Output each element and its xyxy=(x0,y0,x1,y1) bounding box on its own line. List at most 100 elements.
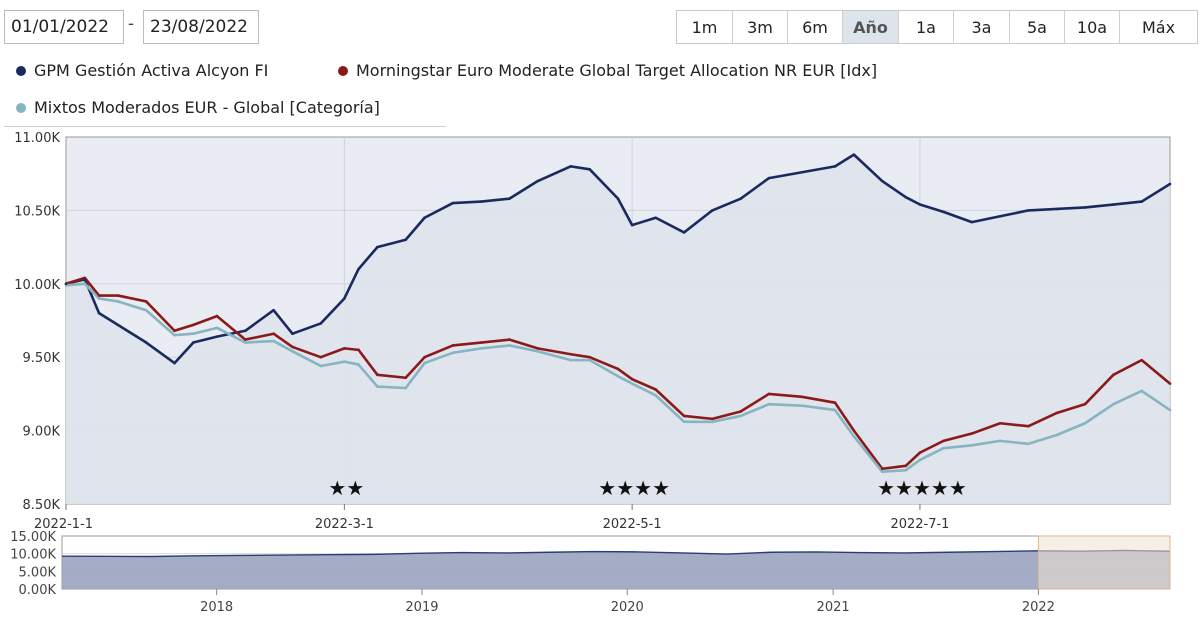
data-point xyxy=(942,446,945,450)
data-point xyxy=(343,347,346,350)
range-button-6m[interactable]: 6m xyxy=(788,11,843,43)
legend-item-morningstar[interactable]: Morningstar Euro Moderate Global Target … xyxy=(338,61,877,80)
data-point xyxy=(970,432,974,435)
data-point xyxy=(272,308,275,312)
data-point xyxy=(998,421,1002,425)
data-point xyxy=(192,332,195,336)
data-point xyxy=(904,464,908,468)
data-point xyxy=(739,414,742,418)
data-point xyxy=(1055,433,1059,437)
x-tick-label: 2022-5-1 xyxy=(603,517,662,532)
range-button-10a[interactable]: 10a xyxy=(1065,11,1120,43)
series-area-gpm xyxy=(66,154,1170,504)
data-point xyxy=(173,329,176,333)
main-plot-area: 11.00K 10.50K 10.00K 9.50K 9.00K 8.50K 2022-1-… xyxy=(14,131,1172,532)
data-point xyxy=(83,278,87,281)
data-point xyxy=(291,350,294,353)
data-point xyxy=(630,377,634,381)
rating-stars: ★★★★ xyxy=(598,476,670,500)
rating-stars: ★★ xyxy=(328,476,364,500)
data-point xyxy=(1140,358,1143,362)
data-point xyxy=(852,435,856,438)
data-point xyxy=(319,364,323,368)
data-point xyxy=(739,197,742,200)
navigator-x-label: 2021 xyxy=(817,600,850,615)
data-point xyxy=(711,417,714,421)
legend-item-category[interactable]: Mixtos Moderados EUR - Global [Categoría… xyxy=(16,98,380,117)
data-point xyxy=(173,333,176,337)
data-point xyxy=(173,361,176,365)
data-point xyxy=(1027,424,1030,428)
data-point xyxy=(682,414,686,418)
y-tick-label: 9.00K xyxy=(23,425,61,440)
data-point xyxy=(451,344,455,347)
range-button-ano[interactable]: Año xyxy=(843,11,899,43)
data-point xyxy=(918,458,922,462)
range-button-1m[interactable]: 1m xyxy=(677,11,733,43)
range-button-3m[interactable]: 3m xyxy=(733,11,788,43)
data-point xyxy=(852,153,856,156)
data-point xyxy=(616,197,620,200)
navigator-x-label: 2022 xyxy=(1022,600,1055,615)
navigator-selection-window[interactable] xyxy=(1037,535,1171,590)
range-button-3a[interactable]: 3a xyxy=(954,11,1010,43)
data-point xyxy=(144,300,148,303)
legend-dot-icon xyxy=(16,102,26,113)
range-button-1a[interactable]: 1a xyxy=(899,11,954,43)
data-point xyxy=(343,360,346,363)
data-point xyxy=(357,267,360,271)
data-point xyxy=(998,214,1002,218)
data-point xyxy=(711,420,714,424)
data-point xyxy=(97,297,101,300)
data-point xyxy=(116,294,120,297)
data-point xyxy=(569,352,573,356)
data-point xyxy=(880,467,884,471)
navigator-area[interactable]: 15.00K 10.00K 5.00K 0.00K 2018 2019 2020 2021 20… xyxy=(10,530,1171,615)
legend-label-gpm: GPM Gestión Activa Alcyon FI xyxy=(34,61,269,80)
data-point xyxy=(711,209,714,212)
data-point xyxy=(970,220,974,224)
x-tick-label: 2022-7-1 xyxy=(890,517,949,532)
data-point xyxy=(423,361,426,365)
data-point xyxy=(654,216,658,220)
data-point xyxy=(508,338,511,341)
data-point xyxy=(918,203,922,206)
data-point xyxy=(1083,206,1087,209)
data-point xyxy=(291,345,294,349)
range-button-5a[interactable]: 5a xyxy=(1010,11,1065,43)
data-point xyxy=(97,294,101,297)
data-point xyxy=(588,167,591,171)
data-point xyxy=(64,282,68,286)
legend-item-gpm[interactable]: GPM Gestión Activa Alcyon FI xyxy=(16,61,268,80)
data-point xyxy=(1055,411,1059,415)
data-point xyxy=(479,347,483,350)
data-point xyxy=(630,223,634,227)
data-point xyxy=(800,170,804,174)
data-point xyxy=(404,238,407,242)
data-point xyxy=(1083,421,1087,425)
data-point xyxy=(357,363,360,366)
navigator-line xyxy=(61,549,1171,558)
data-point xyxy=(144,308,148,312)
range-button-max[interactable]: Máx xyxy=(1120,11,1197,43)
rating-stars: ★★★★★ xyxy=(877,476,967,500)
data-point xyxy=(423,355,426,359)
data-point xyxy=(942,210,945,214)
data-point xyxy=(1112,373,1115,377)
data-point xyxy=(215,314,219,318)
data-point xyxy=(319,322,323,325)
data-point xyxy=(243,329,247,333)
data-point xyxy=(215,335,219,338)
navigator-y-label: 0.00K xyxy=(19,583,57,598)
y-tick-label: 10.50K xyxy=(14,204,60,219)
date-from-input[interactable]: 01/01/2022 xyxy=(4,10,124,44)
legend-label-category: Mixtos Moderados EUR - Global [Categoría… xyxy=(34,98,380,117)
data-point xyxy=(800,404,804,407)
data-point xyxy=(508,197,511,200)
range-selector: 1m 3m 6m Año 1a 3a 5a 10a Máx xyxy=(676,10,1198,44)
date-to-input[interactable]: 23/08/2022 xyxy=(143,10,259,44)
data-point xyxy=(451,351,455,355)
data-point xyxy=(880,179,884,183)
data-point xyxy=(616,374,620,378)
